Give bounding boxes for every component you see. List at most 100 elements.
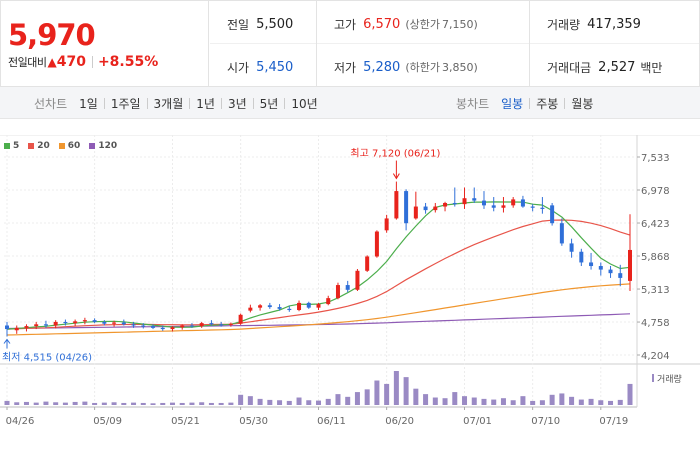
price-box: 5,970 전일대비 ▲ 470 +8.55% (1, 1, 209, 86)
candle-body (326, 298, 331, 305)
volume-bar (62, 402, 68, 405)
volume-bar (4, 400, 10, 405)
volume-bar (481, 398, 487, 405)
legend-swatch (58, 143, 65, 149)
legend-label: 20 (37, 141, 50, 151)
divider (220, 97, 222, 109)
volume-bar (316, 400, 321, 405)
period-toolbar: 선차트 1일 1주일 3개월 1년 3년 5년 10년 봉차트 일봉 주봉 월봉 (0, 87, 700, 119)
candle-body (433, 206, 438, 211)
candle-body (73, 321, 78, 324)
weekly-candle-button[interactable]: 주봉 (536, 96, 559, 111)
stat-label: 전일 (227, 17, 250, 32)
candle-body (199, 323, 204, 327)
volume-bar (92, 402, 98, 405)
period-1w-button[interactable]: 1주일 (110, 96, 141, 111)
volume-bar (354, 392, 360, 405)
daily-candle-button[interactable]: 일봉 (501, 96, 524, 111)
period-1y-button[interactable]: 1년 (196, 96, 215, 111)
candle-body (306, 302, 311, 308)
candle-body (5, 325, 9, 330)
volume-bar (277, 400, 283, 405)
x-tick-label: 07/19 (599, 416, 628, 427)
legend-swatch (4, 143, 10, 149)
candle-body (618, 273, 623, 278)
divider (146, 97, 148, 109)
legend-swatch (89, 143, 96, 149)
legend-label: 5 (13, 141, 20, 151)
candle-body (151, 326, 156, 328)
candle-body (569, 243, 574, 252)
period-5y-button[interactable]: 5년 (259, 96, 279, 111)
divider (91, 56, 93, 68)
candle-body (258, 305, 263, 308)
stat-low: 저가 5,280 (하한가 3,850) (334, 57, 478, 77)
volume-bar (432, 397, 438, 405)
stat-unit: 백만 (640, 60, 663, 75)
candle-body (277, 307, 282, 309)
volume-bar (549, 394, 555, 405)
stat-label: 거래량 (547, 17, 581, 32)
candle-body (63, 321, 68, 324)
candle-body (559, 223, 564, 244)
candle-body (452, 202, 457, 205)
legend-ma20: 20 (28, 141, 50, 151)
candle-body (82, 320, 87, 322)
volume-bar (238, 394, 244, 405)
volume-bar (617, 399, 623, 405)
volume-bar (374, 380, 380, 405)
legend-ma5: 5 (4, 141, 19, 151)
max-arrow-icon (392, 173, 400, 180)
volume-bar (140, 402, 146, 405)
candle-body (316, 304, 321, 308)
volume-bar (82, 401, 88, 405)
volume-bar (598, 400, 604, 405)
change-percent: +8.55% (97, 54, 159, 70)
candle-body (511, 199, 516, 206)
period-3y-button[interactable]: 3년 (227, 96, 247, 111)
period-3m-button[interactable]: 3개월 (153, 96, 184, 111)
y-tick-label: 4,758 (641, 318, 670, 329)
volume-bar (569, 396, 575, 405)
volume-bar (247, 396, 253, 405)
candle-body (520, 199, 525, 207)
volume-bar (208, 402, 214, 405)
candle-body (598, 266, 603, 270)
quote-panel: 5,970 전일대비 ▲ 470 +8.55% 전일 5,500 시가 5,45… (0, 0, 700, 87)
stat-label: 저가 (334, 60, 357, 75)
x-tick-label: 06/11 (317, 416, 346, 427)
divider (189, 97, 191, 109)
candle-body (189, 325, 194, 327)
volume-bar (199, 402, 205, 405)
max-price-label: 최고 7,120 (06/21) (350, 148, 440, 160)
volume-bar (335, 394, 341, 405)
candle-body (219, 324, 224, 326)
monthly-candle-button[interactable]: 월봉 (571, 96, 594, 111)
divider (529, 97, 531, 109)
x-tick-label: 05/21 (171, 416, 200, 427)
volume-bar (491, 399, 497, 405)
volume-bar (608, 400, 614, 405)
min-price-label: 최저 4,515 (04/26) (2, 352, 92, 364)
candle-body (53, 321, 58, 326)
candle-body (374, 231, 379, 257)
period-10y-button[interactable]: 10년 (291, 96, 318, 111)
volume-bar (257, 398, 263, 405)
period-1d-button[interactable]: 1일 (79, 96, 98, 111)
volume-bar (189, 402, 195, 405)
candle-body (550, 205, 555, 224)
volume-bar (539, 400, 545, 405)
volume-bar (588, 398, 594, 405)
candle-body (384, 218, 389, 231)
upper-limit-label: (상한가 (405, 18, 440, 31)
volume-bar (462, 396, 468, 405)
candle-body (131, 324, 136, 326)
legend-label: 120 (98, 141, 118, 151)
divider (284, 97, 286, 109)
candle-body (491, 205, 496, 208)
stat-prev-close: 전일 5,500 (227, 14, 293, 34)
stat-amount: 거래대금 2,527 백만 (547, 57, 662, 77)
volume-bar (131, 402, 137, 405)
divider (530, 43, 699, 44)
up-arrow-icon: ▲ (47, 55, 57, 69)
